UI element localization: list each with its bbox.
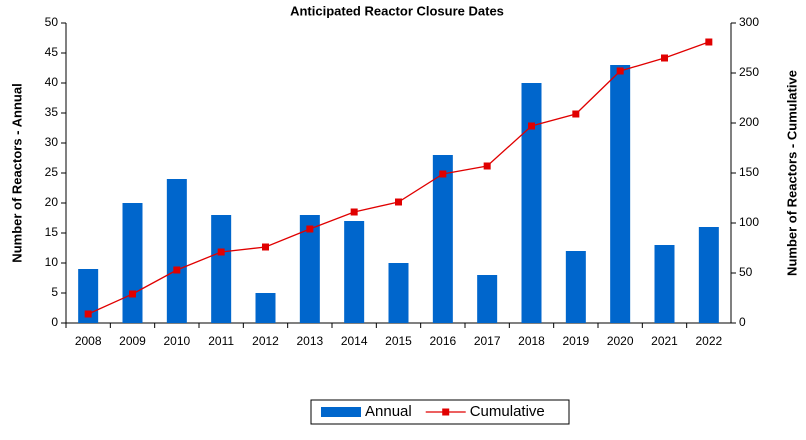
bar <box>565 251 586 323</box>
marker <box>439 170 447 178</box>
y2-tick-label: 200 <box>739 115 759 129</box>
x-tick-label: 2014 <box>341 334 368 348</box>
x-tick-label: 2010 <box>163 334 190 348</box>
y-tick-label: 20 <box>45 195 59 209</box>
marker <box>395 198 402 206</box>
y2-axis-label: Number of Reactors - Cumulative <box>784 70 799 276</box>
bar <box>122 203 143 323</box>
legend-box <box>310 399 570 425</box>
y2-tick-label: 0 <box>739 315 746 329</box>
y-tick-label: 50 <box>45 15 59 29</box>
bar <box>521 83 542 323</box>
marker <box>217 248 225 256</box>
marker <box>528 122 535 130</box>
x-tick-label: 2009 <box>119 334 146 348</box>
marker <box>84 310 92 318</box>
x-tick-label: 2018 <box>518 334 545 348</box>
y2-tick-label: 150 <box>739 165 759 179</box>
y-tick-label: 5 <box>51 285 58 299</box>
y2-tick-label: 250 <box>739 65 759 79</box>
x-tick-label: 2008 <box>75 334 102 348</box>
bar <box>299 215 320 323</box>
y-tick-label: 40 <box>45 75 59 89</box>
x-tick-label: 2012 <box>252 334 279 348</box>
y2-tick-label: 100 <box>739 215 759 229</box>
legend-label: Annual <box>365 403 412 420</box>
x-tick-label: 2021 <box>651 334 678 348</box>
x-tick-label: 2022 <box>695 334 722 348</box>
y-tick-label: 25 <box>45 165 59 179</box>
marker <box>129 290 136 298</box>
y2-tick-label: 300 <box>739 15 759 29</box>
bar <box>211 215 232 323</box>
marker <box>616 67 624 75</box>
bar <box>610 65 631 323</box>
bar <box>344 221 365 323</box>
x-tick-label: 2020 <box>607 334 634 348</box>
bar <box>654 245 675 323</box>
y-tick-label: 30 <box>45 135 59 149</box>
bar <box>255 293 276 323</box>
bar <box>166 179 187 323</box>
marker <box>306 225 314 233</box>
marker <box>173 266 181 274</box>
x-tick-label: 2013 <box>296 334 323 348</box>
marker <box>705 38 713 46</box>
bar <box>388 263 409 323</box>
y-tick-label: 0 <box>51 315 58 329</box>
chart-title: Anticipated Reactor Closure Dates <box>290 3 504 18</box>
x-tick-label: 2017 <box>474 334 501 348</box>
x-tick-label: 2011 <box>208 334 234 348</box>
marker <box>262 243 269 251</box>
y-tick-label: 15 <box>45 225 59 239</box>
y2-tick-label: 50 <box>739 265 753 279</box>
y-axis-label: Number of Reactors - Annual <box>9 83 24 262</box>
marker <box>572 110 580 118</box>
marker <box>483 162 491 170</box>
legend-label: Cumulative <box>470 403 545 420</box>
y-tick-label: 45 <box>45 45 59 59</box>
x-tick-label: 2016 <box>429 334 456 348</box>
bar <box>78 269 99 323</box>
marker <box>350 208 358 216</box>
legend-swatch <box>321 407 361 417</box>
legend-marker <box>442 408 450 416</box>
y-tick-label: 35 <box>45 105 59 119</box>
bar <box>432 155 453 323</box>
x-tick-label: 2015 <box>385 334 412 348</box>
bar <box>477 275 498 323</box>
y-tick-label: 10 <box>45 255 59 269</box>
x-tick-label: 2019 <box>562 334 589 348</box>
marker <box>661 54 668 62</box>
bar <box>698 227 719 323</box>
